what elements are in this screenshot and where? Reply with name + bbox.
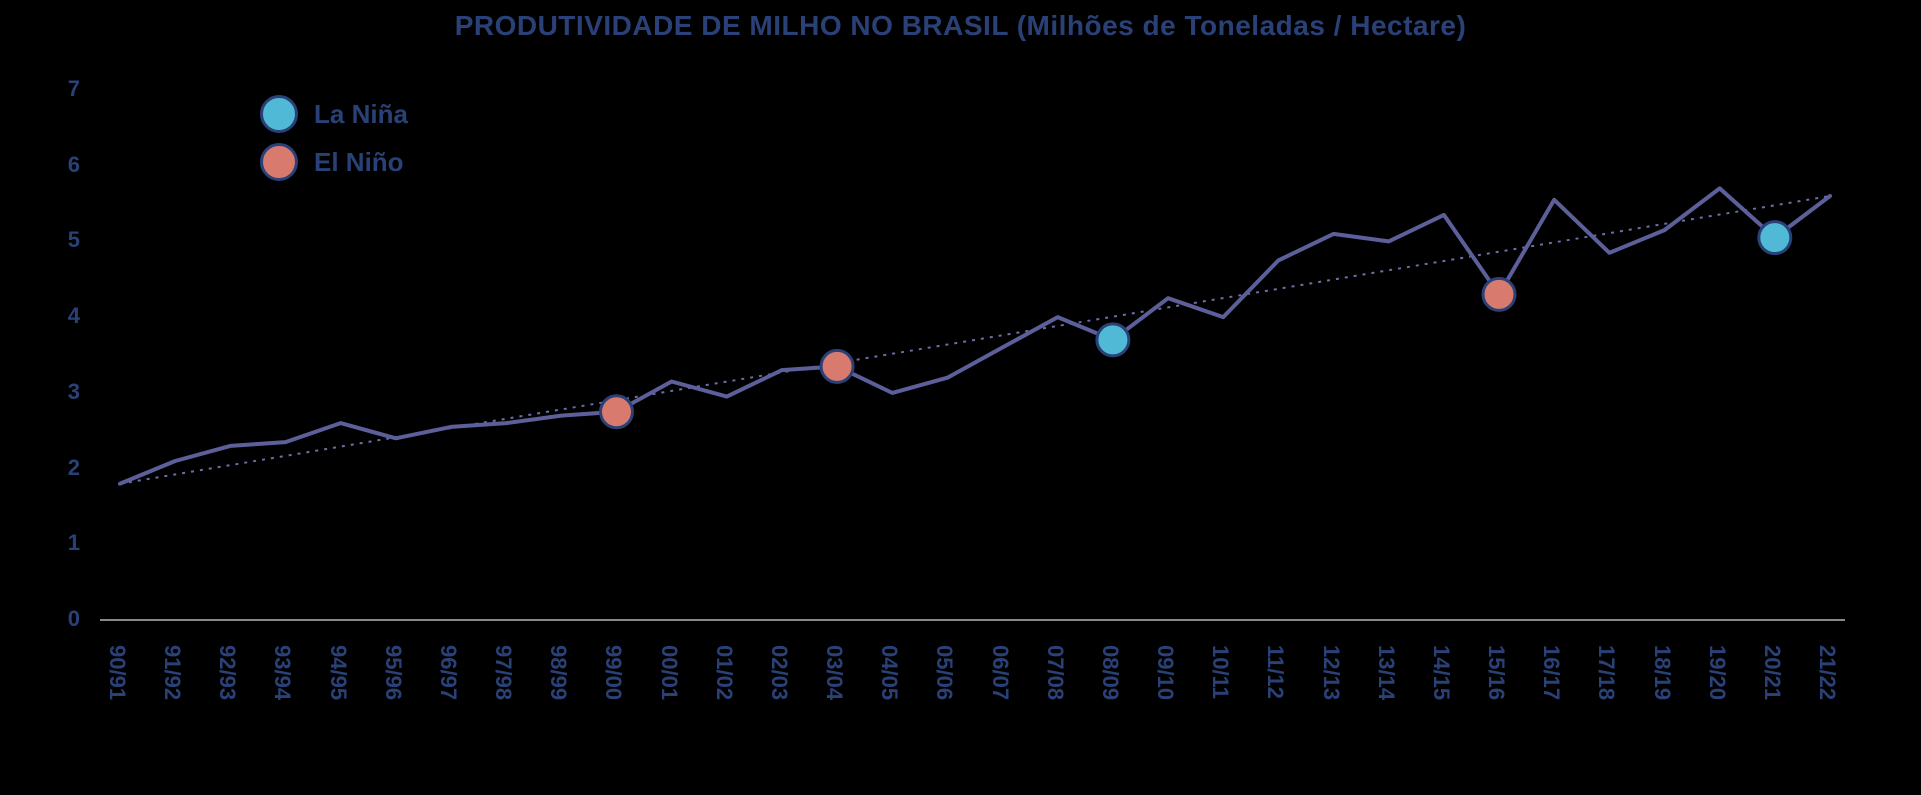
x-tick-label: 07/08: [1042, 645, 1068, 700]
chart-title: PRODUTIVIDADE DE MILHO NO BRASIL (Milhõe…: [0, 10, 1921, 42]
y-tick-label: 6: [30, 152, 80, 178]
x-tick-label: 05/06: [931, 645, 957, 700]
y-tick-label: 5: [30, 227, 80, 253]
x-tick-label: 15/16: [1483, 645, 1509, 700]
y-tick-label: 4: [30, 303, 80, 329]
x-tick-label: 19/20: [1704, 645, 1730, 700]
x-tick-label: 95/96: [380, 645, 406, 700]
x-tick-label: 06/07: [987, 645, 1013, 700]
x-tick-label: 03/04: [821, 645, 847, 700]
x-tick-label: 00/01: [656, 645, 682, 700]
x-tick-label: 18/19: [1649, 645, 1675, 700]
y-tick-label: 1: [30, 530, 80, 556]
x-tick-label: 92/93: [214, 645, 240, 700]
y-tick-label: 0: [30, 606, 80, 632]
x-tick-label: 01/02: [711, 645, 737, 700]
chart-container: PRODUTIVIDADE DE MILHO NO BRASIL (Milhõe…: [0, 0, 1921, 795]
x-tick-label: 04/05: [876, 645, 902, 700]
x-tick-label: 16/17: [1538, 645, 1564, 700]
x-tick-label: 91/92: [159, 645, 185, 700]
x-tick-label: 98/99: [545, 645, 571, 700]
x-tick-label: 99/00: [600, 645, 626, 700]
x-tick-label: 90/91: [104, 645, 130, 700]
x-tick-label: 96/97: [435, 645, 461, 700]
x-tick-label: 97/98: [490, 645, 516, 700]
y-tick-label: 7: [30, 76, 80, 102]
x-tick-label: 14/15: [1428, 645, 1454, 700]
x-tick-label: 94/95: [325, 645, 351, 700]
y-tick-label: 2: [30, 455, 80, 481]
x-tick-label: 10/11: [1207, 645, 1233, 699]
plot-area: [90, 70, 1850, 630]
y-tick-label: 3: [30, 379, 80, 405]
x-tick-label: 13/14: [1373, 645, 1399, 700]
x-tick-label: 11/12: [1262, 645, 1288, 699]
x-tick-label: 17/18: [1593, 645, 1619, 700]
x-tick-label: 09/10: [1152, 645, 1178, 700]
x-tick-label: 02/03: [766, 645, 792, 700]
x-tick-label: 93/94: [269, 645, 295, 700]
x-tick-label: 20/21: [1759, 645, 1785, 700]
x-tick-label: 12/13: [1318, 645, 1344, 700]
x-tick-label: 21/22: [1814, 645, 1840, 700]
x-tick-label: 08/09: [1097, 645, 1123, 700]
